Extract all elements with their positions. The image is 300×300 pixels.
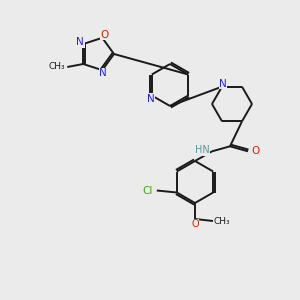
Text: CH₃: CH₃ xyxy=(214,217,230,226)
Text: N: N xyxy=(147,94,155,103)
Text: HN: HN xyxy=(195,145,209,155)
Text: N: N xyxy=(76,37,84,47)
Text: O: O xyxy=(252,146,260,156)
Text: N: N xyxy=(219,79,227,89)
Text: CH₃: CH₃ xyxy=(49,62,66,71)
Text: Cl: Cl xyxy=(142,185,153,196)
Text: O: O xyxy=(100,30,108,40)
Text: O: O xyxy=(191,219,199,229)
Text: N: N xyxy=(99,68,107,78)
